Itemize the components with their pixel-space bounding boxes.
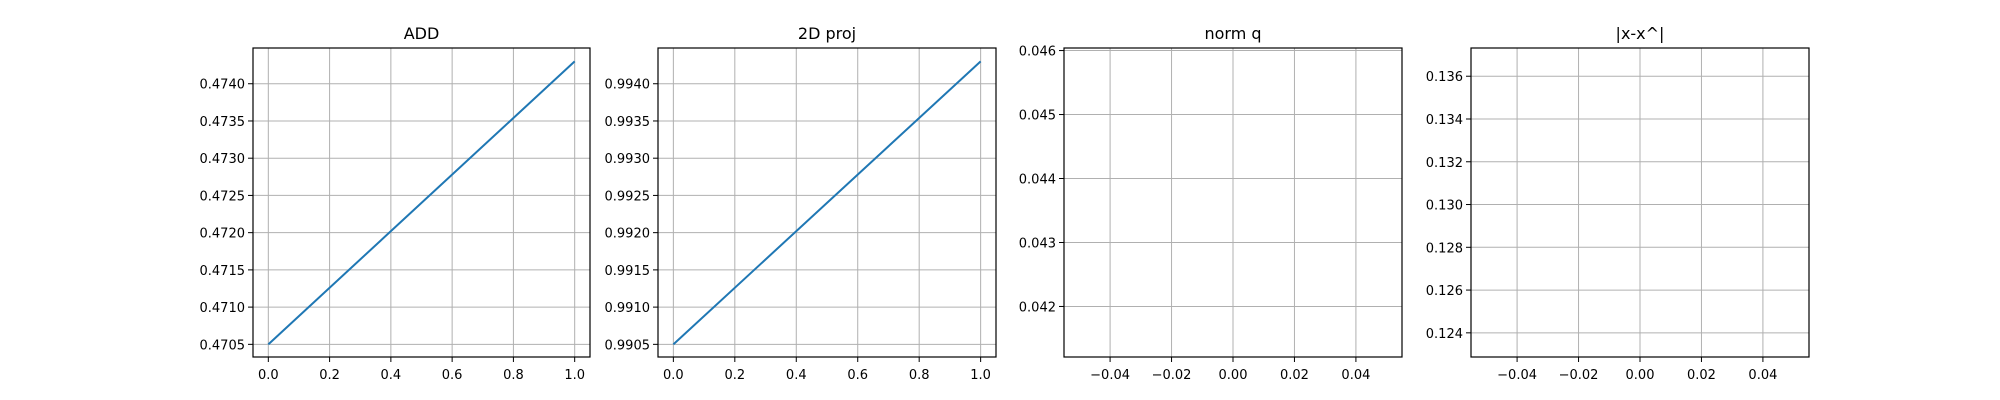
x-tick-label: 0.00 [1219, 368, 1248, 383]
y-tick-label: 0.9925 [605, 189, 651, 204]
x-tick-label: −0.04 [1090, 368, 1130, 383]
x-tick-label: 0.8 [503, 368, 524, 383]
y-tick-label: 0.134 [1426, 113, 1463, 128]
x-tick-label: −0.04 [1497, 368, 1537, 383]
y-tick-label: 0.4735 [200, 115, 246, 130]
y-tick-label: 0.044 [1019, 173, 1056, 188]
x-tick-label: 0.2 [319, 368, 340, 383]
chart-panel-1: 0.0 0.2 0.4 0.6 0.8 1.0 0.4705 0.4710 0.4715 0.47… [200, 24, 591, 383]
y-tick-label: 0.4740 [200, 78, 246, 93]
x-tick-label: 0.0 [258, 368, 279, 383]
y-tick-label: 0.4720 [200, 227, 246, 242]
y-tick-label: 0.4710 [200, 301, 246, 316]
x-tick-label: 0.6 [442, 368, 463, 383]
y-tick-label: 0.132 [1426, 156, 1463, 171]
chart-title: ADD [404, 24, 440, 43]
y-tick-label: 0.4730 [200, 152, 246, 167]
series-line [267, 60, 576, 346]
x-tick-label: 0.02 [1280, 368, 1309, 383]
chart-title: 2D proj [798, 24, 856, 43]
y-tick-label: 0.136 [1426, 70, 1463, 85]
series-line [672, 60, 982, 346]
x-tick-label: 0.00 [1626, 368, 1655, 383]
y-tick-label: 0.046 [1019, 45, 1056, 60]
y-tick-label: 0.9920 [605, 227, 651, 242]
axes-frame [657, 47, 997, 358]
x-tick-label: 0.8 [909, 368, 930, 383]
x-tick-label: 0.4 [381, 368, 402, 383]
y-tick-label: 0.126 [1426, 284, 1463, 299]
y-tick-label: 0.9910 [605, 301, 651, 316]
y-tick-label: 0.9935 [605, 115, 651, 130]
y-tick-label: 0.130 [1426, 199, 1463, 214]
y-tick-label: 0.043 [1019, 236, 1056, 251]
y-tick-label: 0.9940 [605, 78, 651, 93]
chart-title: norm q [1204, 24, 1261, 43]
chart-panel-3: −0.04 −0.02 0.00 0.02 0.04 0.042 0.043 0.044 0.0… [1019, 24, 1403, 383]
x-tick-label: 0.02 [1687, 368, 1716, 383]
y-tick-label: 0.9930 [605, 152, 651, 167]
x-tick-label: 0.04 [1341, 368, 1370, 383]
x-tick-label: 0.0 [663, 368, 684, 383]
y-tick-label: 0.045 [1019, 109, 1056, 124]
y-tick-label: 0.042 [1019, 300, 1056, 315]
x-tick-label: −0.02 [1152, 368, 1192, 383]
y-tick-label: 0.4715 [200, 264, 246, 279]
x-tick-label: 0.04 [1748, 368, 1777, 383]
x-tick-label: 0.4 [786, 368, 807, 383]
x-tick-label: 0.2 [724, 368, 745, 383]
y-tick-label: 0.4725 [200, 189, 246, 204]
y-tick-label: 0.124 [1426, 327, 1463, 342]
y-tick-label: 0.128 [1426, 241, 1463, 256]
x-tick-label: 0.6 [847, 368, 868, 383]
y-tick-label: 0.9915 [605, 264, 651, 279]
axes-frame [252, 47, 591, 358]
y-tick-label: 0.9905 [605, 338, 651, 353]
x-tick-label: −0.02 [1559, 368, 1599, 383]
chart-panel-4: −0.04 −0.02 0.00 0.02 0.04 0.124 0.126 0.128 0.1… [1426, 24, 1810, 383]
chart-title: |x-x^| [1616, 24, 1665, 43]
chart-panel-2: 0.0 0.2 0.4 0.6 0.8 1.0 0.9905 0.9910 0.9915 0.99… [605, 24, 997, 383]
x-tick-label: 1.0 [970, 368, 991, 383]
x-tick-label: 1.0 [564, 368, 585, 383]
y-tick-label: 0.4705 [200, 338, 246, 353]
